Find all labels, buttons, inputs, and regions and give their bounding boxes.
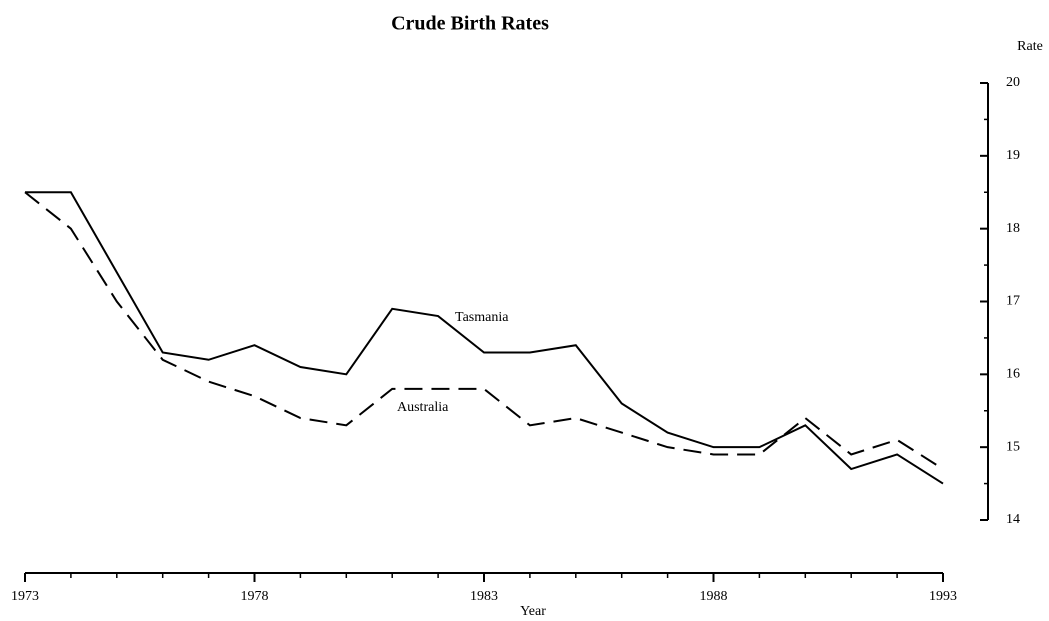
x-tick-label: 1988 — [700, 589, 728, 604]
y-tick-label: 20 — [1006, 75, 1020, 90]
series-label: Tasmania — [455, 310, 509, 325]
x-axis-label: Year — [520, 604, 546, 619]
y-tick-label: 15 — [1006, 439, 1020, 454]
x-tick-label: 1983 — [470, 589, 498, 604]
y-tick-label: 16 — [1006, 367, 1020, 382]
y-tick-label: 17 — [1006, 294, 1020, 309]
y-tick-label: 14 — [1006, 512, 1020, 527]
y-tick-label: 18 — [1006, 221, 1020, 236]
line-series — [25, 191, 944, 485]
x-tick-label: 1978 — [241, 589, 269, 604]
chart-title: Crude Birth Rates — [391, 13, 549, 35]
line-series — [24, 191, 944, 470]
y-tick-label: 19 — [1006, 148, 1020, 163]
series-label: Australia — [397, 400, 449, 415]
x-tick-label: 1993 — [929, 589, 957, 604]
x-tick-label: 1973 — [11, 589, 39, 604]
y-axis-label: Rate — [1017, 39, 1043, 54]
